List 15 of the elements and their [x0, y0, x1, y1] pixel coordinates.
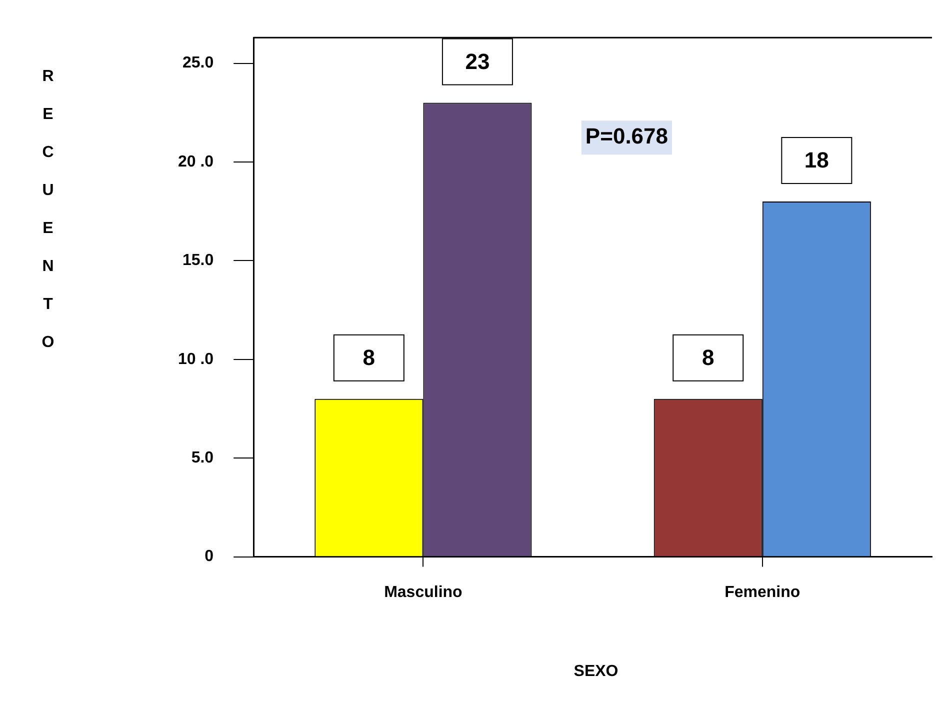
y-tick-label: 20 .0: [178, 153, 214, 170]
text: RECUENTO: [42, 68, 54, 351]
y-tick-label: 10 .0: [178, 350, 214, 368]
x-tick-label: Femenino: [724, 584, 800, 601]
x-axis-title: SEXO: [572, 663, 620, 681]
y-tick-label: 15.0: [182, 252, 214, 270]
data-label: 8: [702, 344, 714, 370]
y-tick-label: 0: [204, 548, 214, 566]
data-label: 8: [362, 344, 376, 370]
data-label: 23: [465, 48, 490, 74]
y-tick-label: 5.0: [191, 450, 214, 466]
x-tick-label: Masculino: [384, 584, 463, 601]
y-tick-label: 25.0: [182, 54, 214, 72]
annotation: P=0.678: [585, 124, 668, 149]
data-label: 18: [804, 148, 829, 173]
